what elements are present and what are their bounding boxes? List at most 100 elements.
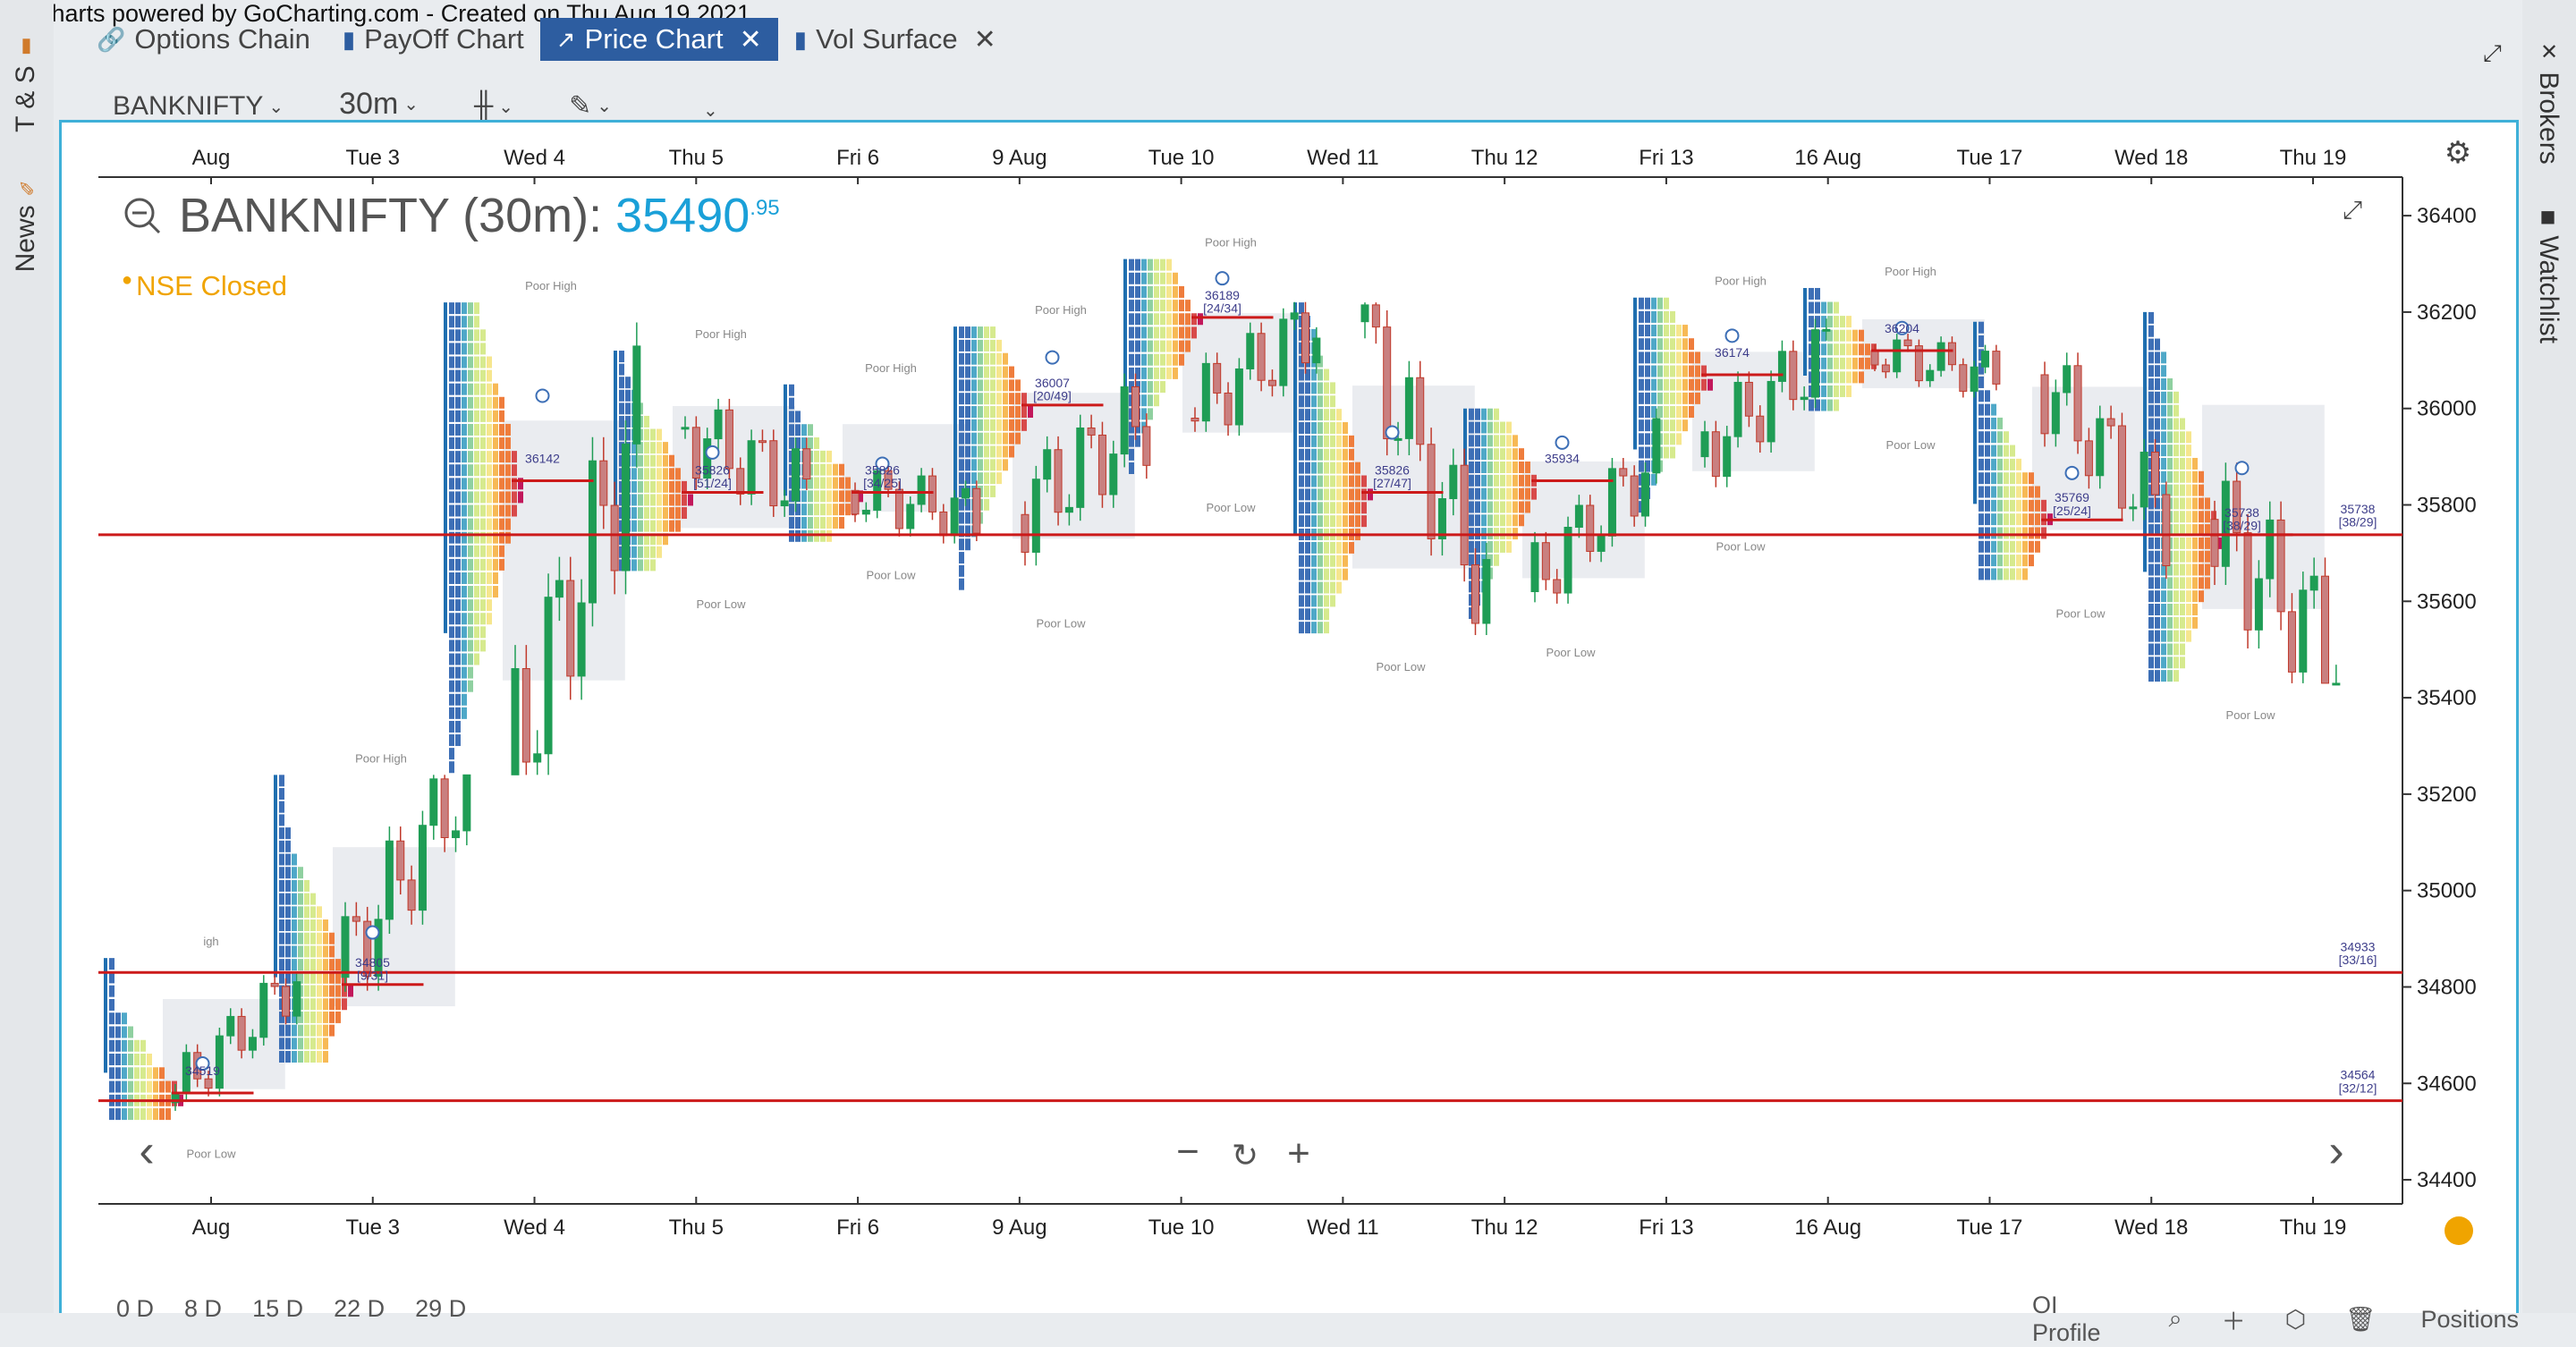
bar-chart-icon: ▮	[342, 25, 356, 53]
tpo-block	[978, 339, 983, 352]
settings-icon[interactable]: ⚙	[2445, 136, 2471, 170]
tpo-block	[304, 1011, 309, 1023]
plus-icon[interactable]: +	[1287, 1131, 1310, 1175]
tpo-block	[814, 463, 819, 476]
expand-icon[interactable]: ⤢	[2343, 196, 2362, 224]
tpo-block	[462, 518, 467, 530]
candle-up	[544, 597, 553, 755]
candle-down	[1142, 426, 1151, 466]
tpo-block	[1487, 487, 1493, 500]
tpo-block	[1160, 313, 1165, 326]
tpo-block	[1154, 285, 1159, 298]
tpo-block	[996, 419, 1002, 431]
tpo-block	[2041, 527, 2046, 539]
tpo-block	[468, 343, 473, 355]
interval-selector[interactable]: 30m ⌄	[339, 87, 419, 122]
range-22d[interactable]: 22 D	[334, 1295, 386, 1322]
tpo-block	[1676, 325, 1682, 337]
chevron-right-icon[interactable]: ›	[2328, 1125, 2343, 1177]
tpo-block	[965, 326, 970, 339]
tpo-block	[984, 352, 989, 365]
tpo-block	[808, 504, 813, 516]
candle-down	[884, 470, 893, 490]
more-selector[interactable]: ⌄	[703, 99, 718, 122]
tab-options-chain[interactable]: 🔗 Options Chain	[80, 18, 326, 61]
rail-news[interactable]: News ✎	[11, 175, 41, 272]
session-marker	[1045, 350, 1060, 365]
tpo-block	[1141, 258, 1147, 271]
candle-up	[1652, 418, 1661, 474]
tpo-block	[1506, 487, 1512, 500]
tab-price-chart[interactable]: ↗ Price Chart ✕	[539, 18, 778, 61]
tpo-block	[1129, 462, 1134, 475]
popout-icon[interactable]: ⤢	[2483, 39, 2502, 66]
positions-button[interactable]: Positions	[2420, 1305, 2519, 1333]
zoom-out-icon[interactable]	[122, 195, 163, 241]
tpo-block	[449, 707, 454, 719]
reset-icon[interactable]: ↻	[1232, 1137, 1258, 1173]
search-icon[interactable]: ⌕	[2168, 1305, 2182, 1332]
close-icon[interactable]: ✕	[973, 24, 996, 55]
tpo-block	[128, 1039, 133, 1052]
range-8d[interactable]: 8 D	[184, 1295, 223, 1322]
tpo-block	[128, 1026, 133, 1038]
rail-watchlist[interactable]: ◼ Watchlist	[2533, 206, 2563, 343]
tpo-block	[2186, 603, 2191, 615]
candle-down	[1789, 351, 1798, 401]
tpo-block	[480, 491, 486, 504]
tpo-block	[1330, 448, 1335, 461]
drawing-tools-selector[interactable]: ✎ ⌄	[569, 90, 612, 122]
tpo-block	[1160, 272, 1165, 284]
tpo-block	[965, 419, 970, 431]
candle-up	[1641, 472, 1649, 517]
tpo-block	[2174, 418, 2179, 430]
candle-up	[1822, 328, 1831, 332]
tpo-block	[1840, 316, 1845, 328]
tab-vol-surface[interactable]: ▮ Vol Surface ✕	[778, 18, 1013, 61]
tpo-block	[1318, 502, 1323, 514]
minus-icon[interactable]: −	[1176, 1130, 1199, 1173]
tpo-block	[1324, 595, 1329, 607]
chevron-left-icon[interactable]: ‹	[139, 1125, 154, 1177]
tpo-block	[657, 533, 662, 546]
y-tick-label: 35000	[2417, 879, 2477, 903]
tpo-block	[1500, 514, 1505, 527]
tpo-block	[279, 827, 284, 840]
range-0d[interactable]: 0 D	[116, 1295, 155, 1322]
range-15d[interactable]: 15 D	[252, 1295, 304, 1322]
tpo-block	[115, 1108, 121, 1121]
tpo-block	[2167, 670, 2173, 682]
cube-icon[interactable]: ⬡	[2284, 1305, 2307, 1333]
tpo-block	[1827, 357, 1833, 369]
tpo-block	[1834, 316, 1839, 328]
tpo-block	[657, 507, 662, 520]
add-icon[interactable]: ＋	[2221, 1308, 2246, 1335]
tpo-block	[1311, 541, 1317, 554]
tpo-block	[455, 316, 461, 328]
tab-payoff-chart[interactable]: ▮ PayOff Chart	[326, 18, 540, 61]
tpo-block	[1859, 357, 1864, 369]
tpo-block	[2192, 537, 2198, 549]
rail-brokers[interactable]: ✕ Brokers	[2533, 39, 2563, 165]
tpo-block	[996, 366, 1002, 378]
symbol-selector[interactable]: BANKNIFTY ⌄	[113, 91, 284, 122]
tpo-block	[449, 437, 454, 450]
tpo-block	[455, 586, 461, 598]
tpo-block	[1324, 502, 1329, 514]
tpo-block	[965, 472, 970, 485]
rail-tas[interactable]: T & S ▮	[11, 36, 41, 132]
tpo-block	[1311, 395, 1317, 408]
tpo-block	[2174, 404, 2179, 417]
chart-type-selector[interactable]: ╫ ⌄	[474, 91, 513, 122]
trash-icon[interactable]: 🗑	[2345, 1306, 2377, 1333]
close-icon[interactable]: ✕	[739, 24, 762, 55]
range-29d[interactable]: 29 D	[415, 1295, 467, 1322]
tpo-block	[1506, 461, 1512, 473]
tpo-block	[1361, 515, 1367, 528]
oi-profile-button[interactable]: OI Profile	[2032, 1292, 2101, 1346]
candle-up	[1404, 377, 1413, 439]
tpo-block	[493, 586, 498, 598]
candle-down	[1213, 362, 1222, 394]
tpo-block	[1009, 445, 1014, 458]
